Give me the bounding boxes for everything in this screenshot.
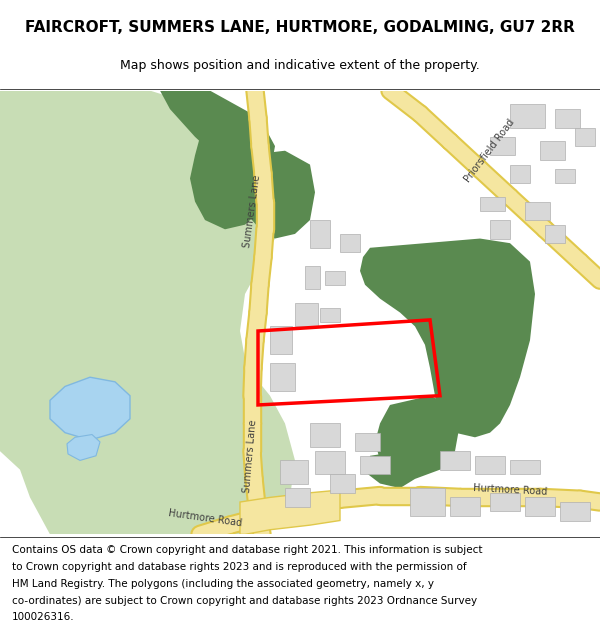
Text: Hurtmore Road: Hurtmore Road: [167, 508, 242, 528]
Polygon shape: [545, 224, 565, 243]
Polygon shape: [355, 432, 380, 451]
Polygon shape: [320, 308, 340, 322]
Polygon shape: [280, 461, 308, 484]
Polygon shape: [285, 488, 310, 507]
Polygon shape: [310, 220, 330, 248]
Polygon shape: [525, 201, 550, 220]
Polygon shape: [340, 234, 360, 253]
Polygon shape: [450, 498, 480, 516]
Polygon shape: [270, 363, 295, 391]
Polygon shape: [67, 434, 100, 461]
Polygon shape: [50, 378, 130, 440]
Text: Summers Lane: Summers Lane: [242, 174, 262, 248]
Polygon shape: [190, 137, 265, 229]
Polygon shape: [510, 461, 540, 474]
Text: Priorsfield Road: Priorsfield Road: [463, 118, 517, 184]
Polygon shape: [310, 424, 340, 446]
Polygon shape: [440, 451, 470, 469]
Polygon shape: [360, 456, 390, 474]
Text: Map shows position and indicative extent of the property.: Map shows position and indicative extent…: [120, 59, 480, 72]
Text: Summers Lane: Summers Lane: [242, 419, 258, 492]
Text: FAIRCROFT, SUMMERS LANE, HURTMORE, GODALMING, GU7 2RR: FAIRCROFT, SUMMERS LANE, HURTMORE, GODAL…: [25, 19, 575, 34]
Polygon shape: [295, 303, 318, 326]
Polygon shape: [555, 109, 580, 128]
Text: Contains OS data © Crown copyright and database right 2021. This information is : Contains OS data © Crown copyright and d…: [12, 545, 482, 555]
Text: co-ordinates) are subject to Crown copyright and database rights 2023 Ordnance S: co-ordinates) are subject to Crown copyr…: [12, 596, 477, 606]
Polygon shape: [555, 169, 575, 183]
Polygon shape: [242, 151, 315, 239]
Polygon shape: [490, 137, 515, 156]
Polygon shape: [375, 396, 460, 479]
Polygon shape: [160, 91, 275, 183]
Polygon shape: [410, 488, 445, 516]
Polygon shape: [490, 220, 510, 239]
Polygon shape: [360, 239, 535, 438]
Polygon shape: [510, 104, 545, 127]
Polygon shape: [575, 127, 595, 146]
Polygon shape: [330, 474, 355, 492]
Polygon shape: [240, 490, 340, 534]
Polygon shape: [475, 456, 505, 474]
Polygon shape: [540, 141, 565, 160]
Polygon shape: [325, 271, 345, 285]
Polygon shape: [0, 91, 295, 534]
Text: HM Land Registry. The polygons (including the associated geometry, namely x, y: HM Land Registry. The polygons (includin…: [12, 579, 434, 589]
Polygon shape: [560, 502, 590, 521]
Text: 100026316.: 100026316.: [12, 612, 74, 622]
Text: Hurtmore Road: Hurtmore Road: [473, 483, 547, 497]
Polygon shape: [368, 451, 415, 488]
Polygon shape: [270, 326, 292, 354]
Text: to Crown copyright and database rights 2023 and is reproduced with the permissio: to Crown copyright and database rights 2…: [12, 562, 467, 572]
Polygon shape: [305, 266, 320, 289]
Polygon shape: [315, 451, 345, 474]
Polygon shape: [490, 492, 520, 511]
Polygon shape: [480, 197, 505, 211]
Polygon shape: [525, 498, 555, 516]
Polygon shape: [510, 164, 530, 183]
